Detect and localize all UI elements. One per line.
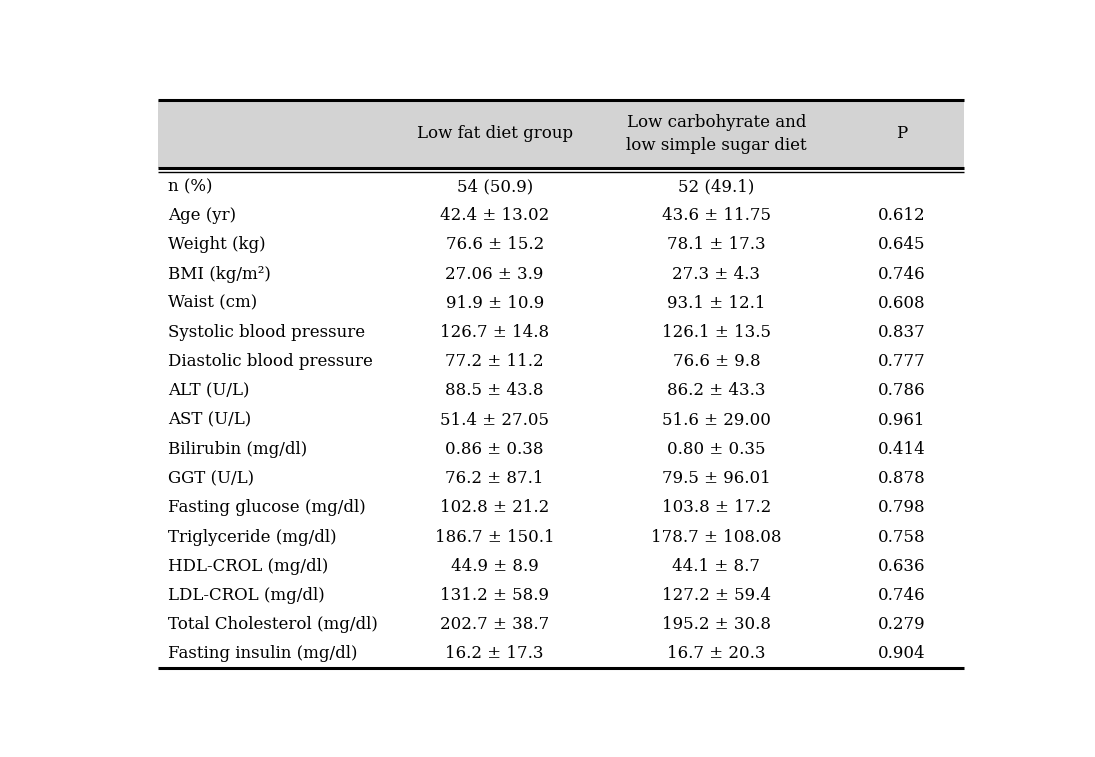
Text: 0.837: 0.837 [878, 324, 925, 341]
Text: Waist (cm): Waist (cm) [169, 294, 257, 312]
Text: 0.746: 0.746 [878, 266, 925, 282]
Text: 102.8 ± 21.2: 102.8 ± 21.2 [440, 500, 550, 516]
Text: Fasting insulin (mg/dl): Fasting insulin (mg/dl) [169, 646, 358, 662]
Text: 0.608: 0.608 [878, 294, 925, 312]
Text: 0.904: 0.904 [878, 646, 925, 662]
Text: 78.1 ± 17.3: 78.1 ± 17.3 [667, 236, 765, 254]
Text: Systolic blood pressure: Systolic blood pressure [169, 324, 366, 341]
Text: Triglyceride (mg/dl): Triglyceride (mg/dl) [169, 528, 337, 546]
Text: HDL-CROL (mg/dl): HDL-CROL (mg/dl) [169, 558, 328, 575]
Text: P: P [896, 126, 908, 142]
Text: 0.961: 0.961 [878, 412, 925, 428]
Text: 42.4 ± 13.02: 42.4 ± 13.02 [440, 207, 550, 224]
Text: 27.3 ± 4.3: 27.3 ± 4.3 [672, 266, 760, 282]
Text: AST (U/L): AST (U/L) [169, 412, 252, 428]
Text: Low carbohyrate and
low simple sugar diet: Low carbohyrate and low simple sugar die… [626, 114, 807, 154]
Text: Fasting glucose (mg/dl): Fasting glucose (mg/dl) [169, 500, 366, 516]
Text: 126.1 ± 13.5: 126.1 ± 13.5 [661, 324, 771, 341]
Text: 0.612: 0.612 [878, 207, 925, 224]
Text: 76.6 ± 15.2: 76.6 ± 15.2 [446, 236, 544, 254]
Text: 44.1 ± 8.7: 44.1 ± 8.7 [672, 558, 760, 575]
Text: 16.2 ± 17.3: 16.2 ± 17.3 [446, 646, 544, 662]
Text: 51.4 ± 27.05: 51.4 ± 27.05 [440, 412, 550, 428]
Text: 44.9 ± 8.9: 44.9 ± 8.9 [451, 558, 539, 575]
Text: 0.636: 0.636 [878, 558, 925, 575]
Bar [158, 100, 965, 168]
Text: 103.8 ± 17.2: 103.8 ± 17.2 [661, 500, 771, 516]
Text: 186.7 ± 150.1: 186.7 ± 150.1 [435, 528, 554, 546]
Text: 51.6 ± 29.00: 51.6 ± 29.00 [662, 412, 771, 428]
Text: 27.06 ± 3.9: 27.06 ± 3.9 [446, 266, 544, 282]
Text: n (%): n (%) [169, 178, 212, 195]
Text: 127.2 ± 59.4: 127.2 ± 59.4 [661, 587, 771, 604]
Text: 52 (49.1): 52 (49.1) [678, 178, 754, 195]
Text: 178.7 ± 108.08: 178.7 ± 108.08 [652, 528, 782, 546]
Text: 0.414: 0.414 [878, 441, 925, 458]
Text: 0.786: 0.786 [878, 382, 925, 400]
Text: 0.798: 0.798 [878, 500, 925, 516]
Text: 0.777: 0.777 [878, 354, 925, 370]
Text: 76.2 ± 87.1: 76.2 ± 87.1 [446, 470, 544, 487]
Text: Age (yr): Age (yr) [169, 207, 237, 224]
Text: 76.6 ± 9.8: 76.6 ± 9.8 [672, 354, 760, 370]
Text: 0.746: 0.746 [878, 587, 925, 604]
Text: 195.2 ± 30.8: 195.2 ± 30.8 [661, 616, 771, 633]
Text: 86.2 ± 43.3: 86.2 ± 43.3 [667, 382, 765, 400]
Text: 91.9 ± 10.9: 91.9 ± 10.9 [446, 294, 544, 312]
Text: Bilirubin (mg/dl): Bilirubin (mg/dl) [169, 441, 308, 458]
Text: 0.645: 0.645 [878, 236, 925, 254]
Text: 0.279: 0.279 [878, 616, 925, 633]
Text: Total Cholesterol (mg/dl): Total Cholesterol (mg/dl) [169, 616, 378, 633]
Text: Weight (kg): Weight (kg) [169, 236, 266, 254]
Text: 126.7 ± 14.8: 126.7 ± 14.8 [440, 324, 550, 341]
Text: BMI (kg/m²): BMI (kg/m²) [169, 266, 272, 282]
Text: 131.2 ± 58.9: 131.2 ± 58.9 [440, 587, 550, 604]
Text: 54 (50.9): 54 (50.9) [457, 178, 533, 195]
Text: 0.878: 0.878 [878, 470, 925, 487]
Text: 0.86 ± 0.38: 0.86 ± 0.38 [446, 441, 544, 458]
Text: 202.7 ± 38.7: 202.7 ± 38.7 [440, 616, 550, 633]
Text: 77.2 ± 11.2: 77.2 ± 11.2 [446, 354, 544, 370]
Text: 43.6 ± 11.75: 43.6 ± 11.75 [661, 207, 771, 224]
Text: ALT (U/L): ALT (U/L) [169, 382, 250, 400]
Text: Low fat diet group: Low fat diet group [416, 126, 573, 142]
Text: GGT (U/L): GGT (U/L) [169, 470, 254, 487]
Text: LDL-CROL (mg/dl): LDL-CROL (mg/dl) [169, 587, 325, 604]
Text: 0.758: 0.758 [878, 528, 925, 546]
Text: 0.80 ± 0.35: 0.80 ± 0.35 [667, 441, 765, 458]
Text: 79.5 ± 96.01: 79.5 ± 96.01 [662, 470, 771, 487]
Text: Diastolic blood pressure: Diastolic blood pressure [169, 354, 373, 370]
Text: 88.5 ± 43.8: 88.5 ± 43.8 [446, 382, 544, 400]
Text: 93.1 ± 12.1: 93.1 ± 12.1 [667, 294, 765, 312]
Text: 16.7 ± 20.3: 16.7 ± 20.3 [667, 646, 765, 662]
